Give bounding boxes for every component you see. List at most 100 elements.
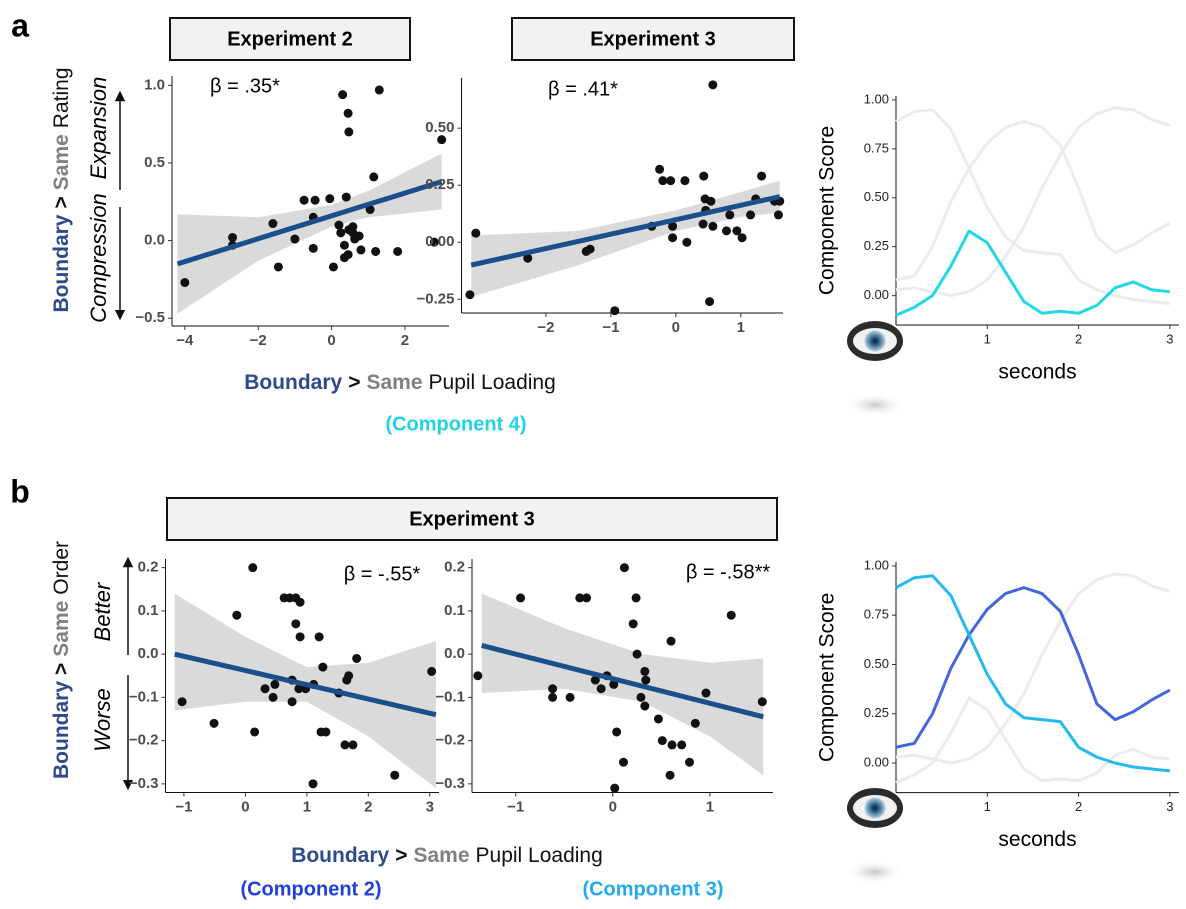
- point: [314, 632, 324, 642]
- point: [701, 688, 711, 698]
- point: [666, 176, 676, 186]
- point: [287, 697, 297, 707]
- point: [273, 262, 283, 272]
- point: [308, 779, 318, 789]
- panel: 0.00 0.25 0.50 0.75 1.00 1 2 3 Component Score se…: [816, 91, 1179, 384]
- component-line: [895, 574, 1171, 773]
- y-tick-label: 0.50: [864, 189, 889, 204]
- label-part: >: [395, 844, 407, 867]
- axis-label: Boundary > Same Pupil Loading: [244, 371, 556, 394]
- label-part: Boundary: [50, 681, 73, 779]
- x-tick-label: 0: [327, 332, 335, 349]
- panel: 0.00 0.25 0.50 0.75 1.00 1 2 3 Component Score se…: [816, 557, 1179, 851]
- point: [294, 684, 304, 694]
- y-tick-label: 0.50: [425, 119, 454, 136]
- x-tick-label: 2: [401, 332, 409, 349]
- point: [632, 649, 642, 659]
- point: [721, 226, 731, 236]
- component-label: (Component 4): [385, 413, 526, 435]
- axis-label: Boundary > Same Rating: [50, 67, 73, 312]
- point: [343, 108, 353, 118]
- point: [565, 692, 575, 702]
- point: [548, 684, 558, 694]
- point: [628, 619, 638, 629]
- point: [340, 740, 350, 750]
- point: [708, 221, 718, 231]
- y-tick-label: 0.1: [138, 602, 159, 619]
- x-tick-label: 1: [984, 331, 991, 346]
- label-part: Order: [50, 541, 73, 595]
- point: [343, 250, 353, 260]
- point: [640, 666, 650, 676]
- point: [682, 237, 692, 247]
- label-part: Rating: [50, 67, 73, 128]
- x-tick-label: −2: [250, 332, 267, 349]
- x-tick-label: 0: [672, 319, 680, 336]
- point: [290, 234, 300, 244]
- panel-letter: b: [10, 473, 30, 509]
- point: [232, 610, 242, 620]
- point: [310, 195, 320, 205]
- point: [618, 757, 628, 767]
- point: [393, 246, 403, 256]
- x-tick-label: 1: [737, 319, 745, 336]
- point: [356, 245, 366, 255]
- label-part: Same: [413, 844, 469, 867]
- point: [677, 740, 687, 750]
- y-axis-label: Component Score: [816, 593, 839, 762]
- point: [295, 597, 305, 607]
- point: [590, 675, 600, 685]
- point: [365, 205, 375, 215]
- panel: 1.0 0.5 0.0 −0.5 −4 −2 0 2 β = .35*: [135, 75, 449, 349]
- component-line: [895, 119, 1171, 282]
- facet-header: Experiment 3: [590, 28, 716, 50]
- y-tick-label: 0.0: [444, 645, 465, 662]
- label-part: Same: [50, 134, 73, 190]
- x-tick-label: −2: [537, 319, 554, 336]
- point: [374, 85, 384, 95]
- x-tick-label: 2: [364, 798, 372, 815]
- point: [369, 172, 379, 182]
- facet-header-box: [511, 17, 795, 61]
- x-tick-label: 0: [241, 798, 249, 815]
- point: [325, 194, 335, 204]
- point: [308, 243, 318, 253]
- y-tick-label: 0.25: [864, 705, 889, 720]
- point: [684, 757, 694, 767]
- x-tick-label: 2: [1075, 331, 1082, 346]
- point: [354, 231, 364, 241]
- x-tick-label: 3: [426, 798, 434, 815]
- y-tick-label: 0.0: [144, 232, 165, 249]
- point: [773, 210, 783, 220]
- point: [328, 262, 338, 272]
- label-part: >: [50, 196, 73, 208]
- component-line: [895, 696, 1171, 785]
- y-tick-label: 0.75: [864, 140, 889, 155]
- y-tick-label: −0.1: [435, 688, 465, 705]
- facet-header: Experiment 2: [227, 28, 353, 50]
- y-tick-label: 1.00: [864, 557, 889, 572]
- point: [725, 210, 735, 220]
- point: [250, 727, 260, 737]
- x-tick-label: 1: [706, 798, 714, 815]
- point: [209, 718, 219, 728]
- x-tick-label: −1: [602, 319, 619, 336]
- point: [726, 610, 736, 620]
- y-axis-label: Component Score: [816, 126, 839, 295]
- label-part: Pupil Loading: [476, 844, 603, 867]
- x-tick-label: 1: [303, 798, 311, 815]
- point: [757, 697, 767, 707]
- point: [705, 297, 715, 307]
- point: [708, 80, 718, 90]
- y-tick-label: 0.00: [425, 233, 454, 250]
- point: [338, 90, 348, 100]
- y-tick-label: 0.00: [864, 287, 889, 302]
- point: [291, 619, 301, 629]
- point: [228, 232, 238, 242]
- point: [180, 278, 190, 288]
- y-tick-label: −0.2: [435, 732, 465, 749]
- label-part: Same: [366, 371, 422, 394]
- y-tick-label: 0.50: [864, 656, 889, 671]
- component-label: (Component 3): [582, 878, 723, 900]
